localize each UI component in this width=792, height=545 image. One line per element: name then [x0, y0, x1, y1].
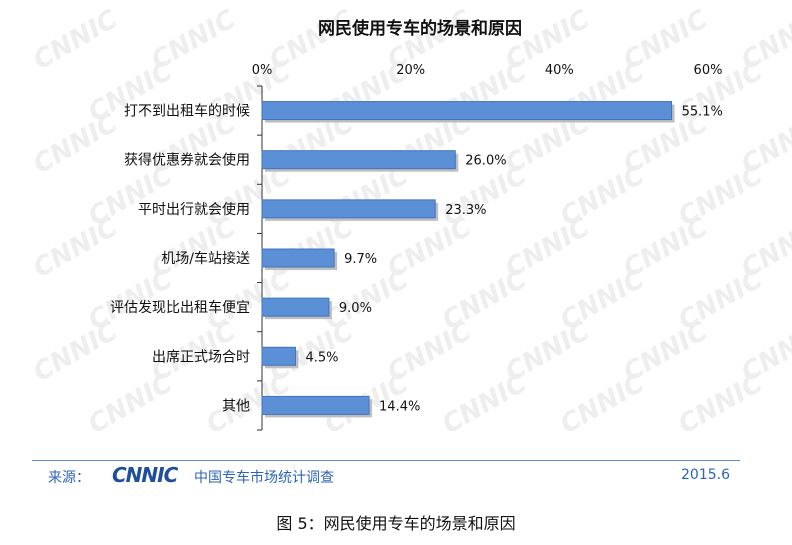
category-label: 评估发现比出租车便宜 — [110, 299, 250, 316]
chart-svg: CNNIC CNNIC CNNIC CNNIC CNNIC CNNIC CNNICCNNIC… — [29, 4, 792, 440]
bar — [261, 297, 330, 317]
value-label: 26.0% — [465, 154, 506, 169]
bar — [261, 346, 296, 366]
bar — [261, 395, 370, 415]
watermark-text-53: CNNIC — [556, 368, 650, 440]
value-label: 23.3% — [445, 203, 486, 218]
value-label: 14.4% — [379, 399, 420, 414]
watermark-text-28: CNNIC — [29, 212, 123, 284]
source-label: 来源： — [48, 470, 90, 486]
category-label: 打不到出租车的时候 — [124, 103, 250, 120]
bar — [261, 248, 335, 268]
category-label: 平时出行就会使用 — [138, 201, 250, 218]
x-axis-ticks: 0% 20% 40% 60% — [252, 63, 723, 78]
category-label: 获得优惠券就会使用 — [124, 152, 250, 169]
watermark-text-42: CNNIC — [29, 316, 123, 388]
watermark-text-54: CNNIC — [674, 368, 768, 440]
value-label: 9.0% — [339, 301, 372, 316]
category-label: 出席正式场合时 — [152, 349, 250, 365]
watermark-text-49: CNNIC — [84, 368, 178, 440]
watermark-text-0: CNNIC — [29, 4, 123, 76]
figure-caption: 图 5：网民使用专车的场景和原因 — [276, 514, 516, 533]
value-label: 55.1% — [682, 105, 723, 120]
category-label: 其他 — [222, 398, 250, 414]
source-date: 2015.6 — [681, 467, 730, 483]
x-tick-label: 60% — [694, 63, 723, 78]
bar — [261, 150, 456, 170]
value-label: 9.7% — [344, 252, 377, 267]
cnnic-logo: CNNIC — [112, 463, 178, 487]
source-footer: 来源： CNNIC 中国专车市场统计调查 2015.6 — [32, 460, 740, 491]
x-tick-label: 40% — [545, 63, 574, 78]
value-label: 4.5% — [305, 350, 338, 365]
x-tick-label: 20% — [396, 63, 425, 78]
category-label: 机场/车站接送 — [161, 250, 250, 267]
watermark-text-14: CNNIC — [29, 108, 123, 180]
bar — [261, 199, 436, 219]
source-name: 中国专车市场统计调查 — [194, 470, 334, 486]
watermark-text-52: CNNIC — [438, 368, 532, 440]
bars-layer: 打不到出租车的时候 55.1% 获得优惠券就会使用 26.0% 平时出行就会使用 23.3… — [110, 85, 723, 431]
bar — [261, 101, 673, 121]
x-tick-label: 0% — [252, 63, 273, 78]
chart-title: 网民使用专车的场景和原因 — [318, 18, 522, 39]
